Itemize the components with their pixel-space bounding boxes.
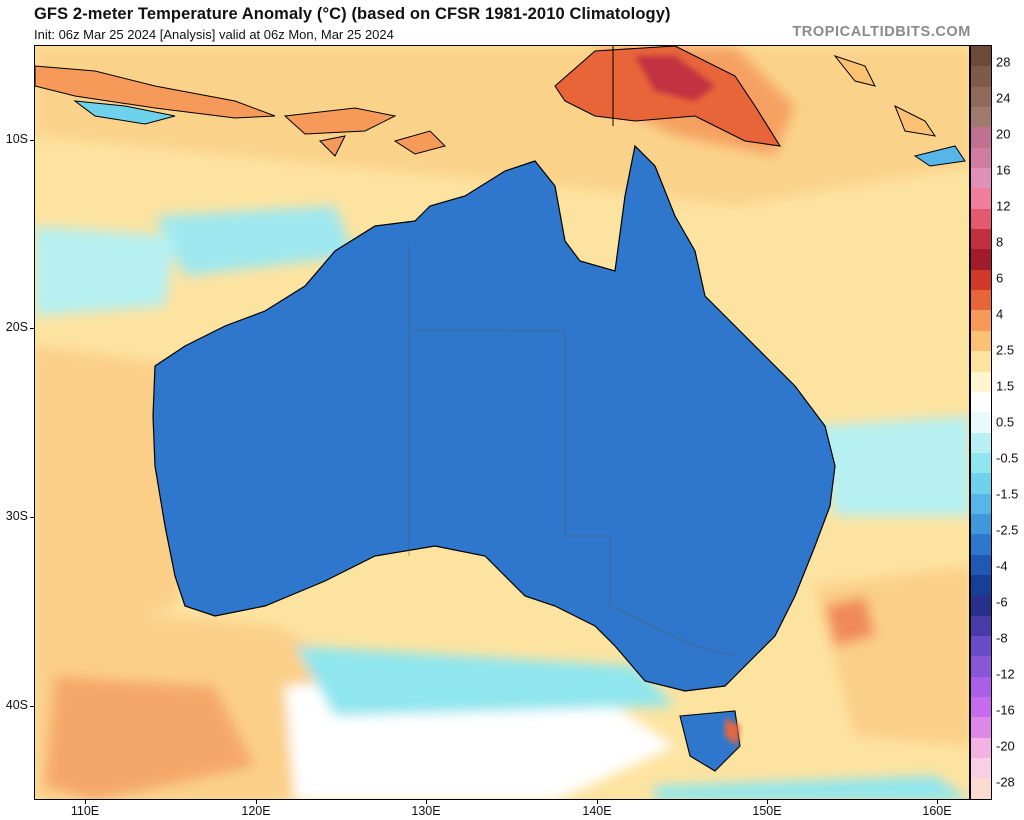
lon-label-120e: 120E <box>241 804 271 818</box>
map-panel <box>34 45 970 800</box>
colorbar-label: -28 <box>996 774 1015 790</box>
colorbar-segment <box>971 269 991 291</box>
lat-label-10s: 10S <box>5 132 28 146</box>
colorbar-label: -12 <box>996 666 1015 682</box>
colorbar-segment <box>971 717 991 738</box>
colorbar-segment <box>971 513 991 535</box>
colorbar-label: 16 <box>996 162 1011 178</box>
lon-tick <box>767 800 768 804</box>
colorbar-label: 6 <box>996 270 1004 286</box>
colorbar-segment <box>971 229 991 250</box>
colorbar-label: -16 <box>996 702 1015 718</box>
colorbar-segment <box>971 208 991 230</box>
ocean-anomaly-blobs <box>35 46 969 799</box>
colorbar-label: 8 <box>996 234 1004 250</box>
colorbar-label: 28 <box>996 54 1011 70</box>
new-guinea <box>554 46 782 147</box>
colorbar-segment <box>971 107 991 128</box>
lon-label-110e: 110E <box>70 804 100 818</box>
lat-tick <box>30 140 34 141</box>
colorbar-segment <box>971 493 991 514</box>
colorbar-segment <box>971 127 991 148</box>
colorbar-segment <box>971 554 991 575</box>
init-valid-time: Init: 06z Mar 25 2024 [Analysis] valid a… <box>34 27 394 42</box>
lat-tick <box>30 328 34 329</box>
colorbar-segment <box>971 595 991 616</box>
lon-label-150e: 150E <box>752 804 782 818</box>
lon-tick <box>597 800 598 804</box>
lon-label-130e: 130E <box>411 804 441 818</box>
lat-tick <box>30 517 34 518</box>
colorbar-segment <box>971 778 991 799</box>
lon-label-160e: 160E <box>922 804 952 818</box>
colorbar-label: -0.5 <box>996 450 1019 466</box>
colorbar-segment <box>971 697 991 718</box>
colorbar-label: -2.5 <box>996 522 1019 538</box>
lon-tick <box>256 800 257 804</box>
colorbar-segment <box>971 330 991 352</box>
colorbar-segment <box>971 656 991 677</box>
colorbar-label: 4 <box>996 306 1004 322</box>
colorbar-segment <box>971 86 991 108</box>
lat-label-30s: 30S <box>5 509 28 523</box>
colorbar-label: 24 <box>996 90 1011 106</box>
colorbar-label: -20 <box>996 738 1015 754</box>
colorbar-label: 20 <box>996 126 1011 142</box>
source-watermark: TROPICALTIDBITS.COM <box>792 24 971 40</box>
colorbar-segment <box>971 290 991 311</box>
lon-label-140e: 140E <box>582 804 612 818</box>
colorbar-segment <box>971 758 991 779</box>
indonesian-islands <box>35 54 966 167</box>
colorbar-segment <box>971 46 991 67</box>
colorbar-label: -8 <box>996 630 1008 646</box>
colorbar-label: 1.5 <box>996 378 1015 394</box>
colorbar-segment <box>971 635 991 657</box>
colorbar-label: -1.5 <box>996 486 1019 502</box>
lon-tick <box>426 800 427 804</box>
colorbar-segment <box>971 188 991 209</box>
colorbar-segment <box>971 676 991 697</box>
colorbar-label: 0.5 <box>996 414 1015 430</box>
colorbar-segment <box>971 66 991 87</box>
lat-label-40s: 40S <box>5 698 28 712</box>
colorbar-segment <box>971 147 991 169</box>
lon-tick <box>85 800 86 804</box>
colorbar-label: -4 <box>996 558 1008 574</box>
colorbar-label: 12 <box>996 198 1011 214</box>
state-borders <box>408 246 736 657</box>
colorbar-segment <box>971 412 991 433</box>
colorbar-label: 2.5 <box>996 342 1015 358</box>
lon-tick <box>937 800 938 804</box>
colorbar-segment <box>971 432 991 453</box>
colorbar-segment <box>971 371 991 392</box>
lat-label-20s: 20S <box>5 320 28 334</box>
colorbar <box>970 45 992 800</box>
colorbar-segment <box>971 310 991 331</box>
colorbar-segment <box>971 574 991 596</box>
colorbar-segment <box>971 249 991 270</box>
lat-tick <box>30 706 34 707</box>
colorbar-segment <box>971 737 991 759</box>
colorbar-segment <box>971 391 991 413</box>
chart-title: GFS 2-meter Temperature Anomaly (°C) (ba… <box>34 5 671 23</box>
colorbar-segment <box>971 351 991 372</box>
colorbar-segment <box>971 615 991 636</box>
anomaly-map <box>35 46 969 799</box>
colorbar-label: -6 <box>996 594 1008 610</box>
colorbar-segment <box>971 534 991 555</box>
colorbar-segment <box>971 452 991 474</box>
colorbar-segment <box>971 168 991 189</box>
colorbar-segment <box>971 473 991 494</box>
